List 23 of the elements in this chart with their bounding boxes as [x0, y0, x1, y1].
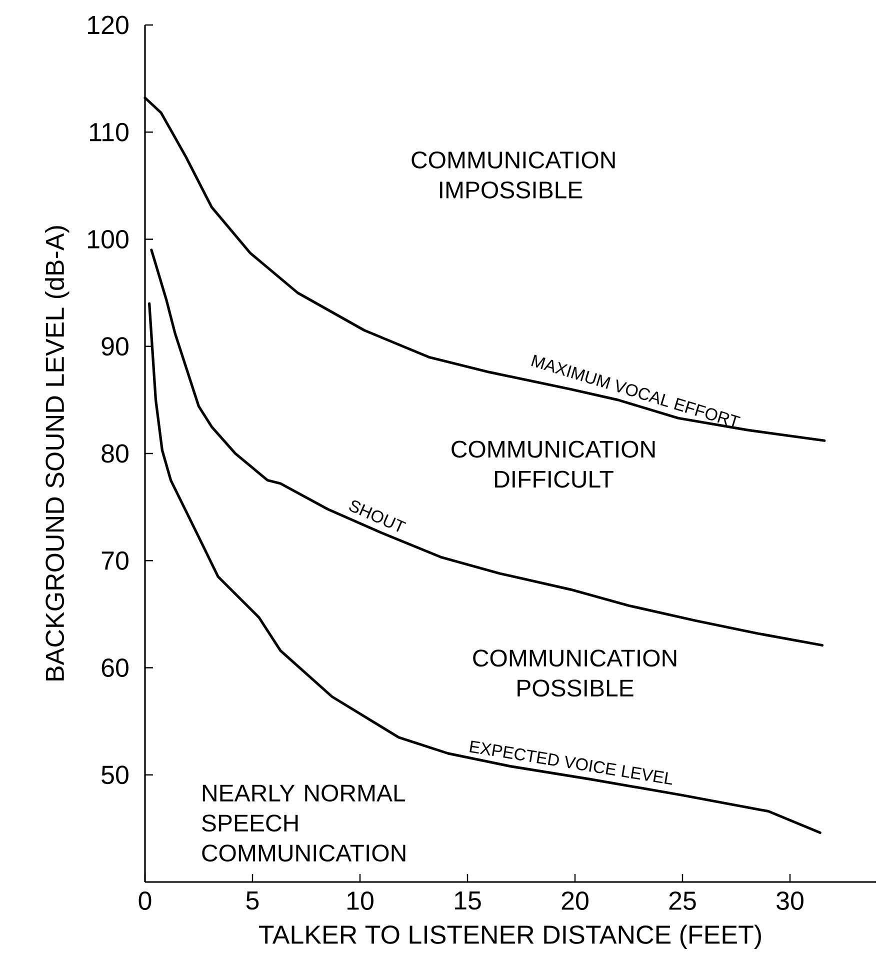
annotation: COMMUNICATION DIFFICULT: [452, 440, 655, 488]
y-tick-label: 90: [102, 337, 128, 356]
y-tick-label: 50: [102, 766, 128, 784]
y-tick-label: 80: [102, 444, 128, 463]
y-tick-label: 100: [88, 230, 128, 248]
y-tick-label: 70: [102, 551, 128, 570]
x-tick-label: 10: [348, 892, 374, 910]
x-tick-label: 25: [669, 892, 696, 910]
x-axis-title: TALKER TO LISTENER DISTANCE (FEET): [258, 924, 761, 950]
x-tick-label: 30: [776, 892, 804, 910]
annotation: COMMUNICATION POSSIBLE: [473, 650, 676, 697]
annotation: COMMUNICATION IMPOSSIBLE: [412, 151, 615, 198]
annotation: NEARLY NORMAL SPEECH COMMUNICATION: [202, 784, 406, 862]
x-tick-label: 5: [246, 892, 259, 910]
text: EXPECTED VOICE LEVEL: [470, 740, 672, 785]
x-tick-label: 0: [138, 892, 152, 910]
line-series: [150, 248, 824, 647]
y-tick-label: 120: [88, 16, 128, 34]
x-tick-label: 15: [455, 892, 481, 910]
y-axis-title: BACKGROUND SOUND LEVEL (dB-A): [45, 226, 70, 680]
y-tick-label: 60: [102, 658, 128, 677]
y-tick-label: 110: [90, 122, 128, 142]
x-tick-label: 20: [562, 892, 588, 910]
